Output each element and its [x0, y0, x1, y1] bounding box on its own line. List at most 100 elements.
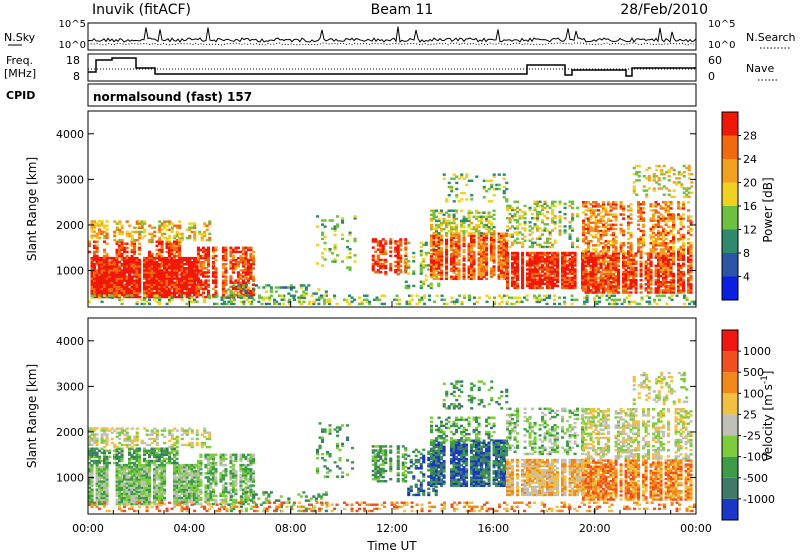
power-cell: [198, 230, 202, 234]
power-cell: [108, 263, 112, 266]
power-cell: [533, 217, 537, 220]
power-cell: [563, 253, 567, 257]
power-cell: [516, 206, 520, 210]
power-cell: [480, 277, 484, 281]
power-cell: [568, 282, 572, 286]
power-cell: [173, 271, 177, 274]
power-cell: [627, 227, 631, 231]
power-cell: [538, 278, 542, 281]
power-cell: [587, 242, 591, 245]
power-cell: [165, 238, 169, 242]
power-cell: [480, 267, 484, 270]
power-cell: [612, 231, 616, 235]
power-cell: [682, 270, 686, 274]
power-cell: [649, 205, 653, 208]
power-cell: [249, 246, 253, 250]
power-cell: [193, 258, 197, 262]
power-cell: [150, 254, 154, 258]
power-cell: [249, 293, 253, 297]
power-cell: [160, 287, 164, 291]
power-cell: [467, 213, 471, 217]
power-cell: [659, 260, 663, 263]
power-cell: [158, 226, 162, 229]
power-cell: [492, 230, 496, 233]
power-cell: [467, 215, 471, 219]
power-cell: [490, 200, 494, 203]
power-cell: [208, 220, 212, 223]
power-cell: [538, 255, 542, 259]
power-cell: [502, 250, 506, 254]
power-cell: [419, 268, 423, 271]
power-cell: [657, 252, 661, 255]
power-cell: [587, 258, 591, 261]
power-cell: [635, 193, 639, 196]
power-cell: [455, 209, 459, 212]
power-cell: [654, 233, 658, 237]
power-cell: [594, 270, 598, 274]
power-cell: [689, 229, 693, 233]
power-cell: [328, 250, 332, 253]
power-cell: [659, 233, 663, 237]
power-cell: [95, 246, 99, 250]
power-cell: [188, 267, 192, 270]
power-cell: [667, 260, 671, 263]
power-cell: [639, 254, 643, 257]
power-cell: [165, 279, 169, 282]
power-cell: [460, 300, 464, 304]
power-cell: [100, 300, 104, 304]
power-cell: [196, 258, 200, 262]
power-cell: [158, 300, 162, 304]
power-cell: [667, 272, 671, 276]
power-cell: [120, 285, 124, 289]
power-cell: [205, 224, 209, 227]
power-cell: [502, 244, 506, 248]
power-cell: [589, 272, 593, 276]
power-cell: [158, 228, 162, 232]
power-cell: [165, 291, 169, 295]
power-cell: [664, 209, 668, 212]
power-cell: [647, 187, 651, 190]
power-cell: [133, 240, 137, 243]
power-cell: [155, 279, 159, 282]
power-cell: [115, 281, 119, 284]
power-cell: [130, 289, 134, 293]
power-cell: [405, 300, 409, 304]
velocity-cell: [100, 474, 104, 477]
power-cell: [535, 296, 539, 299]
power-cell: [629, 217, 633, 220]
power-cell: [687, 279, 691, 282]
power-cell: [689, 260, 693, 263]
power-cell: [639, 266, 643, 270]
power-cell: [153, 267, 157, 270]
power-cell: [511, 251, 515, 255]
power-cell: [662, 240, 666, 243]
power-cell: [669, 287, 673, 290]
power-cell: [571, 241, 575, 245]
power-cell: [553, 255, 557, 259]
power-cell: [236, 281, 240, 284]
power-cell: [607, 240, 611, 243]
power-cell: [645, 168, 649, 172]
power-cell: [432, 250, 436, 254]
power-cell: [665, 187, 669, 190]
power-cell: [239, 256, 243, 260]
velocity-heatmap: [88, 371, 697, 513]
power-cell: [437, 250, 441, 254]
power-cell: [110, 281, 114, 284]
power-cell: [115, 261, 119, 264]
power-cell: [138, 269, 142, 272]
power-cell: [669, 268, 673, 272]
power-cell: [551, 229, 555, 232]
power-cell: [538, 300, 542, 304]
power-cell: [617, 254, 621, 257]
power-cell: [323, 294, 327, 297]
power-cell: [183, 277, 187, 280]
power-ytick-label: 4000: [56, 128, 84, 141]
power-cell: [115, 289, 119, 293]
power-cell: [203, 224, 207, 227]
power-cell: [389, 250, 393, 253]
power-cell: [163, 285, 167, 289]
power-cell: [584, 285, 588, 288]
power-cell: [437, 236, 441, 240]
power-cell: [333, 243, 337, 247]
